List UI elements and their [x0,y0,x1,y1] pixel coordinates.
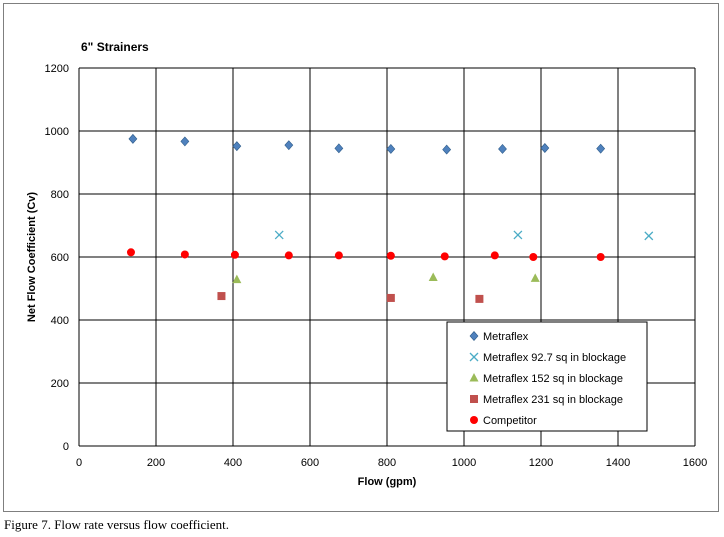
legend-box [446,321,648,432]
data-points [126,133,654,303]
y-tick-label: 0 [63,441,69,453]
legend-marker [469,373,479,382]
legend-label: Metraflex 231 sq in blockage [483,394,623,406]
data-point [232,274,242,284]
scatter-chart: 6" Strainers 0 200 400 600 800 1000 1200 0 200 4… [26,40,707,488]
legend-marker [469,352,479,362]
y-tick-labels: 0 200 400 600 800 1000 1200 [45,63,69,453]
legend-label: Metraflex 152 sq in blockage [483,373,623,385]
y-axis-title: Net Flow Coefficient (Cv) [26,192,38,323]
legend: Metraflex Metraflex 92.7 sq in blockage Me… [446,321,648,432]
y-tick-label: 200 [51,378,69,390]
x-tick-label: 1200 [529,457,553,469]
data-point [386,144,396,154]
data-point [274,230,284,240]
data-point [498,144,507,154]
x-tick-label: 1400 [606,457,630,469]
data-point [596,143,606,154]
data-point [180,136,190,147]
data-point [232,141,242,152]
data-point [284,251,293,260]
x-tick-label: 200 [147,457,165,469]
data-point [128,133,138,144]
data-point [530,273,540,282]
x-tick-label: 600 [301,457,319,469]
data-point [284,140,294,151]
x-tick-label: 800 [378,457,396,469]
figure-caption: Figure 7. Flow rate versus flow coeffici… [4,517,230,532]
x-tick-label: 400 [224,457,242,469]
chart-title: 6" Strainers [81,40,149,54]
x-tick-label: 1000 [452,457,476,469]
data-point [126,248,135,257]
data-point [428,272,438,281]
legend-label: Metraflex [483,331,529,343]
data-point [644,231,654,241]
legend-marker [470,395,478,403]
x-tick-labels: 0 200 400 600 800 1000 1200 1400 1600 [76,457,707,469]
data-point [334,251,343,260]
y-tick-label: 1200 [45,63,69,75]
x-tick-label: 1600 [683,457,707,469]
y-tick-label: 400 [51,315,69,327]
legend-label: Competitor [483,415,537,427]
data-point [475,294,484,303]
data-point [529,253,538,261]
data-point [334,143,344,154]
x-axis-title: Flow (gpm) [358,476,417,488]
y-tick-label: 800 [51,189,69,201]
data-point [440,252,449,261]
data-point [217,292,226,301]
data-point [442,144,452,155]
legend-label: Metraflex 92.7 sq in blockage [483,352,626,364]
data-point [386,293,395,302]
data-point [540,143,550,153]
y-tick-label: 600 [51,252,69,264]
data-point [230,250,239,259]
legend-marker [469,331,479,341]
data-point [513,230,523,240]
data-point [490,251,499,260]
y-tick-label: 1000 [45,126,69,138]
legend-marker [470,416,478,424]
data-point [596,253,605,261]
chart-frame: 6" Strainers 0 200 400 600 800 1000 1200 0 200 4… [3,3,719,512]
data-point [386,251,395,260]
data-point [180,250,189,259]
x-tick-label: 0 [76,457,82,469]
